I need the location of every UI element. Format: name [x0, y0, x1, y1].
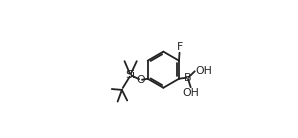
Text: OH: OH — [183, 88, 199, 98]
Text: OH: OH — [195, 66, 212, 76]
Text: F: F — [177, 42, 183, 52]
Text: B: B — [184, 73, 191, 83]
Text: O: O — [136, 75, 145, 85]
Text: Si: Si — [125, 70, 135, 80]
